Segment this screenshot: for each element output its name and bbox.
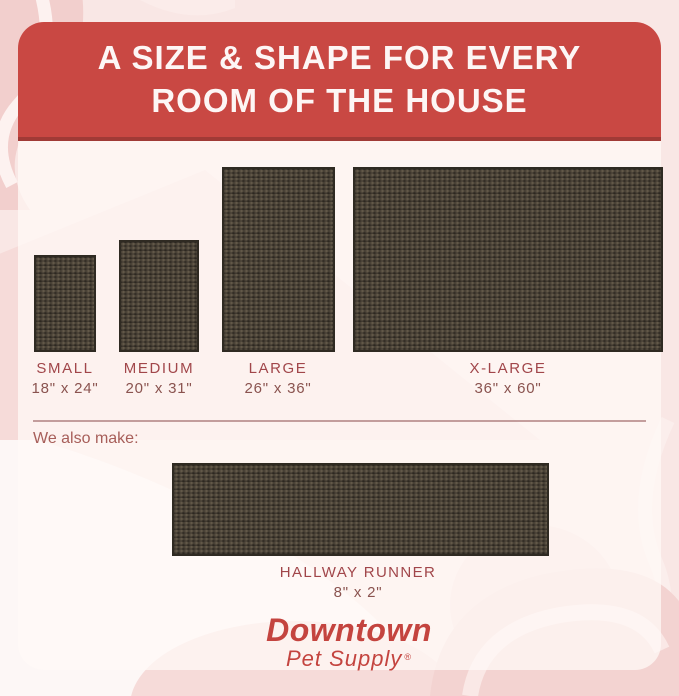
brand-tagline: Pet Supply ® — [266, 648, 432, 670]
size-dimensions: 36" x 60" — [474, 380, 542, 397]
registered-trademark-symbol: ® — [404, 652, 413, 662]
size-name: HALLWAY RUNNER — [279, 564, 437, 581]
rug-swatch-small — [34, 255, 96, 352]
also-make-text: We also make: — [33, 430, 139, 447]
rug-swatch-large — [222, 167, 335, 352]
size-label-hallway-runner: HALLWAY RUNNER 8" x 2" — [280, 564, 437, 601]
size-label-medium: MEDIUM 20" x 31" — [124, 360, 194, 397]
brand-logo: Downtown Pet Supply ® — [266, 614, 432, 670]
size-dimensions: 26" x 36" — [244, 380, 312, 397]
rug-swatch-medium — [119, 240, 199, 352]
section-divider — [33, 420, 646, 422]
title-banner: A SIZE & SHAPE FOR EVERY ROOM OF THE HOU… — [18, 22, 661, 141]
size-label-large: LARGE 26" x 36" — [244, 360, 311, 397]
size-dimensions: 18" x 24" — [31, 380, 99, 397]
content-card: A SIZE & SHAPE FOR EVERY ROOM OF THE HOU… — [18, 22, 663, 670]
size-name: LARGE — [248, 360, 308, 377]
page-title-line1: A SIZE & SHAPE FOR EVERY — [97, 38, 582, 76]
brand-tagline-text: Pet Supply — [285, 646, 403, 671]
rug-swatch-x-large — [353, 167, 663, 352]
size-name: SMALL — [36, 360, 94, 377]
size-label-x-large: X-LARGE 36" x 60" — [469, 360, 546, 397]
page-title-line2: ROOM OF THE HOUSE — [151, 81, 528, 119]
size-label-small: SMALL 18" x 24" — [31, 360, 98, 397]
size-name: MEDIUM — [123, 360, 195, 377]
size-dimensions: 8" x 2" — [333, 584, 383, 601]
rug-swatch-hallway-runner — [172, 463, 549, 556]
brand-name: Downtown — [266, 612, 432, 648]
size-dimensions: 20" x 31" — [125, 380, 193, 397]
size-name: X-LARGE — [469, 360, 547, 377]
